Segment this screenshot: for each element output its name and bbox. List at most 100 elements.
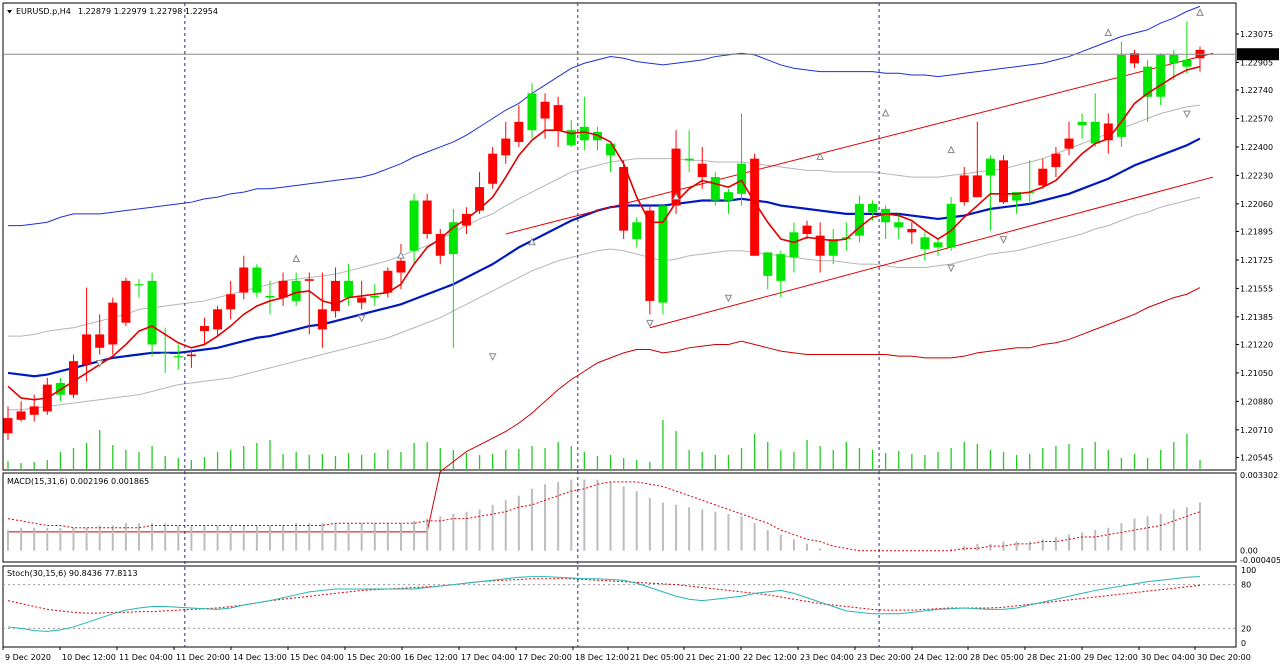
fractal-down-marker: [488, 353, 497, 361]
ohlc-values: 1.22879 1.22979 1.22798 1.22954: [78, 7, 218, 16]
candle-body: [802, 225, 812, 234]
candle-body: [95, 334, 105, 348]
candle-body: [160, 352, 170, 355]
candle-body: [304, 279, 314, 281]
time-tick-label: 22 Dec 12:00: [743, 653, 797, 662]
price-tick-label: 1.20710: [1240, 426, 1273, 435]
grey-lower-band: [8, 196, 1201, 411]
fractal-down-marker: [999, 236, 1008, 244]
candle-body: [776, 254, 786, 281]
candle-body: [946, 203, 956, 248]
candle-body: [1103, 123, 1113, 141]
time-tick-label: 28 Dec 21:00: [1027, 653, 1081, 662]
price-tick-label: 1.20880: [1240, 397, 1273, 406]
stoch-tick-label: 80: [1241, 581, 1251, 590]
time-tick-label: 16 Dec 12:00: [404, 653, 458, 662]
price-tick-label: 1.21555: [1240, 284, 1273, 293]
fractal-down-marker: [357, 314, 366, 323]
candle-body: [1169, 54, 1179, 64]
candle-body: [29, 406, 39, 415]
candle-body: [606, 143, 616, 156]
candle-body: [566, 130, 576, 146]
candle-body: [396, 260, 406, 273]
candle-body: [868, 203, 878, 213]
candle-body: [488, 153, 498, 184]
symbol-timeframe: EURUSD.p,H4: [16, 7, 71, 16]
candle-body: [108, 302, 118, 345]
candle-body: [1116, 54, 1126, 137]
stoch-frame: [2, 565, 1237, 648]
price-tick-label: 1.23075: [1240, 30, 1273, 39]
candle-body: [1012, 192, 1022, 201]
candle-body: [1130, 53, 1140, 64]
fractal-up-marker: [528, 237, 536, 246]
stochastic-panel[interactable]: 100 80 20 0: [2, 565, 1256, 648]
chart-menu-icon[interactable]: [7, 10, 12, 14]
price-tick-label: 1.21725: [1240, 256, 1273, 265]
time-tick-label: 28 Dec 05:00: [970, 653, 1024, 662]
macd-frame: [2, 472, 1237, 563]
candle-body: [1156, 54, 1166, 97]
stoch-main-line: [7, 576, 1201, 632]
price-tick-label: 1.22740: [1240, 86, 1273, 95]
candle-body: [828, 239, 838, 256]
time-tick-label: 15 Dec 20:00: [347, 653, 401, 662]
time-tick-label: 11 Dec 04:00: [119, 653, 173, 662]
price-tick-label: 1.22230: [1240, 171, 1273, 180]
candle-body: [999, 160, 1009, 203]
fast-ma-line: [7, 65, 1201, 401]
candle-body: [854, 203, 864, 236]
candle-body: [985, 158, 995, 176]
time-axis: 9 Dec 2020 10 Dec 12:00 11 Dec 04:00 11 Dec…: [2, 3, 1251, 662]
candle-body: [186, 354, 196, 357]
time-tick-label: 30 Dec 04:00: [1141, 653, 1195, 662]
candle-body: [1143, 66, 1153, 97]
price-tick-label: 1.21220: [1240, 340, 1273, 349]
candle-body: [1051, 153, 1061, 168]
candle-body: [723, 192, 733, 201]
candle-body: [16, 411, 26, 420]
fractal-up-marker: [292, 254, 300, 262]
fractal-down-marker: [724, 294, 733, 303]
time-tick-label: 11 Dec 20:00: [176, 653, 230, 662]
candle-body: [907, 228, 917, 233]
candle-body: [121, 280, 131, 323]
candle-body: [82, 334, 92, 365]
candle-body: [448, 222, 458, 255]
fractal-down-marker: [947, 264, 955, 273]
macd-tick-label: -0.000405: [1240, 556, 1280, 565]
candle-body: [344, 280, 354, 298]
time-tick-label: 9 Dec 2020: [5, 653, 51, 662]
price-tick-label: 1.21050: [1240, 369, 1273, 378]
macd-label: MACD(15,31,6) 0.002196 0.001865: [7, 477, 149, 486]
candle-body: [173, 356, 183, 358]
stoch-tick-label: 20: [1241, 624, 1251, 633]
candle-body: [527, 93, 537, 131]
candle-body: [553, 105, 563, 131]
macd-panel[interactable]: 0.003302 0.00-0.000405: [2, 471, 1280, 565]
price-tick-label: 1.22060: [1240, 200, 1273, 209]
price-tick-label: 1.22905: [1240, 58, 1273, 67]
upper-envelope-line: [8, 5, 1201, 227]
fractal-up-marker: [672, 192, 680, 201]
candle-body: [278, 280, 288, 298]
candle-body: [619, 167, 629, 231]
macd-tick-label: 0.003302: [1240, 471, 1278, 480]
time-tick-label: 23 Dec 04:00: [800, 653, 854, 662]
candle-body: [972, 175, 982, 198]
candle-body: [330, 280, 340, 311]
candle-body: [226, 294, 236, 310]
price-panel[interactable]: 1.23075 1.22905 1.22740 1.22570 1.22400 1.222…: [2, 2, 1279, 533]
candle-body: [134, 284, 144, 286]
candle-body: [671, 148, 681, 206]
candle-body: [920, 237, 930, 250]
candle-body: [435, 233, 445, 256]
fractal-down-marker: [1183, 110, 1191, 119]
current-price-tag: [1237, 48, 1279, 61]
price-tick-label: 1.22400: [1240, 143, 1273, 152]
time-tick-label: 18 Dec 12:00: [575, 653, 629, 662]
candle-body: [291, 280, 301, 301]
candle-body: [1064, 138, 1074, 149]
time-tick-label: 17 Dec 20:00: [518, 653, 572, 662]
